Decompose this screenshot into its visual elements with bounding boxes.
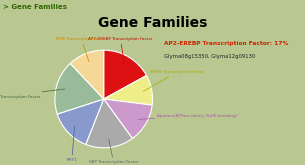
Wedge shape [104,50,146,99]
Text: > Gene Families: > Gene Families [3,4,67,10]
Text: WRKY Transcription Factor: WRKY Transcription Factor [143,70,204,92]
Wedge shape [55,63,104,114]
Text: Gene Families: Gene Families [98,16,207,30]
Text: AP2-EREBP Transcription Factor: AP2-EREBP Transcription Factor [88,37,153,65]
Text: C2H2-type(1Zn) Transcription Factor: C2H2-type(1Zn) Transcription Factor [0,89,65,99]
Wedge shape [104,99,152,138]
Text: AP2-EREBP Transcription Factor: 17%: AP2-EREBP Transcription Factor: 17% [164,41,289,46]
Wedge shape [57,99,104,144]
Wedge shape [86,99,132,148]
Text: SBP Transcription Factor: SBP Transcription Factor [89,139,138,164]
Wedge shape [70,50,104,99]
Text: MYB Transcription Factor: MYB Transcription Factor [56,37,107,62]
Wedge shape [104,75,152,105]
Text: PHY1: PHY1 [67,126,77,162]
Text: Apurase/ATPase family (SufE homolog): Apurase/ATPase family (SufE homolog) [138,114,238,119]
Text: Glyma08g15350, Glyma12g09130: Glyma08g15350, Glyma12g09130 [164,54,256,59]
